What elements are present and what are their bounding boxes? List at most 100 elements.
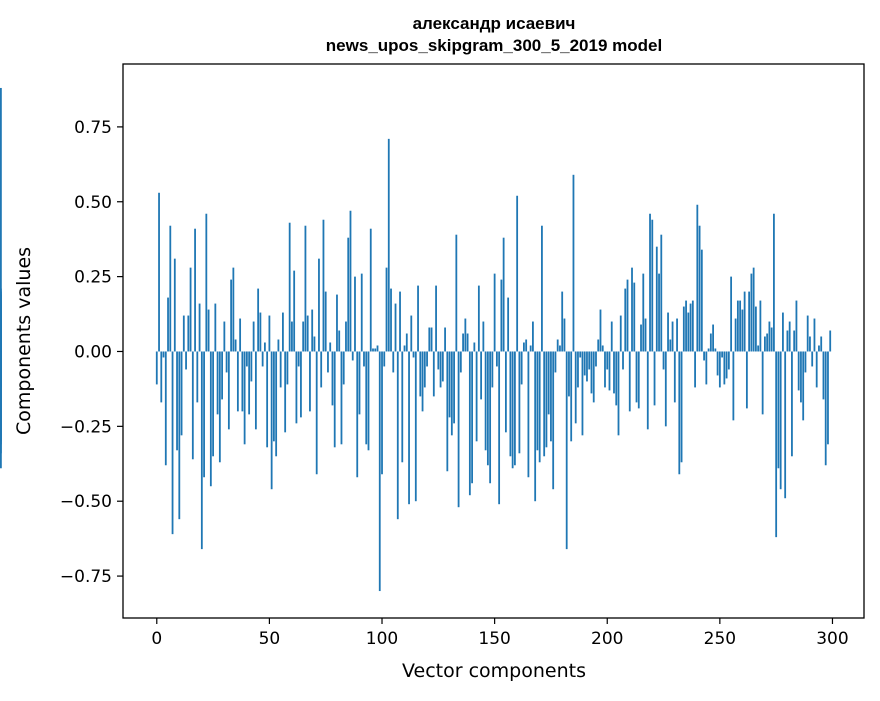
bar xyxy=(428,327,431,352)
bar xyxy=(714,348,717,352)
y-tick-label: 0.00 xyxy=(74,342,112,362)
bar xyxy=(545,351,548,448)
bar xyxy=(349,210,352,352)
bar xyxy=(705,351,708,385)
bar xyxy=(200,351,203,550)
bar xyxy=(473,342,476,352)
bar xyxy=(333,351,336,448)
bar xyxy=(610,321,613,352)
bar xyxy=(691,300,694,352)
bar xyxy=(822,351,825,400)
bar xyxy=(698,225,701,352)
bar xyxy=(804,351,807,373)
bar xyxy=(432,351,435,397)
bar xyxy=(354,276,356,352)
bar xyxy=(302,321,305,352)
bar xyxy=(173,258,176,352)
bar xyxy=(671,321,674,352)
bar xyxy=(225,351,228,373)
bar xyxy=(757,345,760,352)
bar xyxy=(565,351,568,550)
bar xyxy=(664,351,667,427)
bar xyxy=(270,351,273,490)
y-tick-label: −0.50 xyxy=(60,492,112,512)
bar xyxy=(669,339,672,352)
bar xyxy=(322,219,325,352)
bar xyxy=(365,351,368,445)
bar xyxy=(367,351,370,451)
bar xyxy=(495,351,498,367)
bar xyxy=(518,351,521,454)
bar xyxy=(345,321,347,352)
bar xyxy=(304,225,307,352)
chart-title: александр исаевич xyxy=(413,14,576,33)
bar xyxy=(696,204,699,352)
bar xyxy=(266,351,269,448)
bar xyxy=(761,351,764,415)
bar xyxy=(158,192,160,352)
bar xyxy=(791,351,793,457)
bar xyxy=(824,351,827,466)
bar xyxy=(338,330,341,352)
bar xyxy=(716,351,719,376)
bar xyxy=(426,351,428,367)
bar xyxy=(430,327,433,352)
bar xyxy=(477,285,480,352)
bar xyxy=(403,345,406,352)
bar xyxy=(318,258,320,352)
bar xyxy=(414,351,417,502)
bar xyxy=(378,351,381,592)
bar xyxy=(538,351,541,463)
bar xyxy=(588,351,591,370)
bar xyxy=(232,267,235,352)
bar xyxy=(709,333,712,352)
bar xyxy=(282,312,284,352)
bar xyxy=(257,288,260,352)
bar xyxy=(622,351,624,370)
bar xyxy=(286,351,289,385)
bar xyxy=(727,351,730,370)
bar xyxy=(306,315,309,352)
bar xyxy=(248,351,251,415)
bar xyxy=(748,291,751,352)
bar xyxy=(493,273,496,352)
bar xyxy=(775,351,778,538)
bar xyxy=(300,351,302,418)
bar xyxy=(324,291,327,352)
bar xyxy=(212,351,214,457)
bar xyxy=(437,351,440,370)
bar xyxy=(599,309,602,352)
bar xyxy=(216,351,219,415)
bar xyxy=(777,351,780,469)
bar xyxy=(730,276,733,352)
bar xyxy=(383,351,386,367)
bar xyxy=(311,309,314,352)
bar xyxy=(764,336,766,352)
bar xyxy=(586,351,588,382)
x-axis-label: Vector components xyxy=(402,660,586,682)
bar xyxy=(590,351,593,394)
x-tick-label: 100 xyxy=(366,629,398,649)
bar xyxy=(514,351,516,466)
bar xyxy=(759,300,762,352)
bar xyxy=(682,306,685,352)
bar xyxy=(619,315,622,352)
bar xyxy=(734,318,737,352)
bar xyxy=(363,351,365,367)
bar xyxy=(597,339,600,352)
bar xyxy=(491,351,494,388)
bar xyxy=(583,351,586,376)
bar xyxy=(374,348,377,352)
bar xyxy=(556,339,559,352)
bar xyxy=(360,273,363,352)
bar xyxy=(809,336,811,352)
bar xyxy=(423,351,426,388)
bar xyxy=(559,345,561,352)
bar xyxy=(754,306,757,352)
bar xyxy=(385,267,388,352)
bar xyxy=(453,351,455,424)
bar xyxy=(712,324,714,352)
bar xyxy=(649,213,651,352)
bar xyxy=(329,342,332,352)
